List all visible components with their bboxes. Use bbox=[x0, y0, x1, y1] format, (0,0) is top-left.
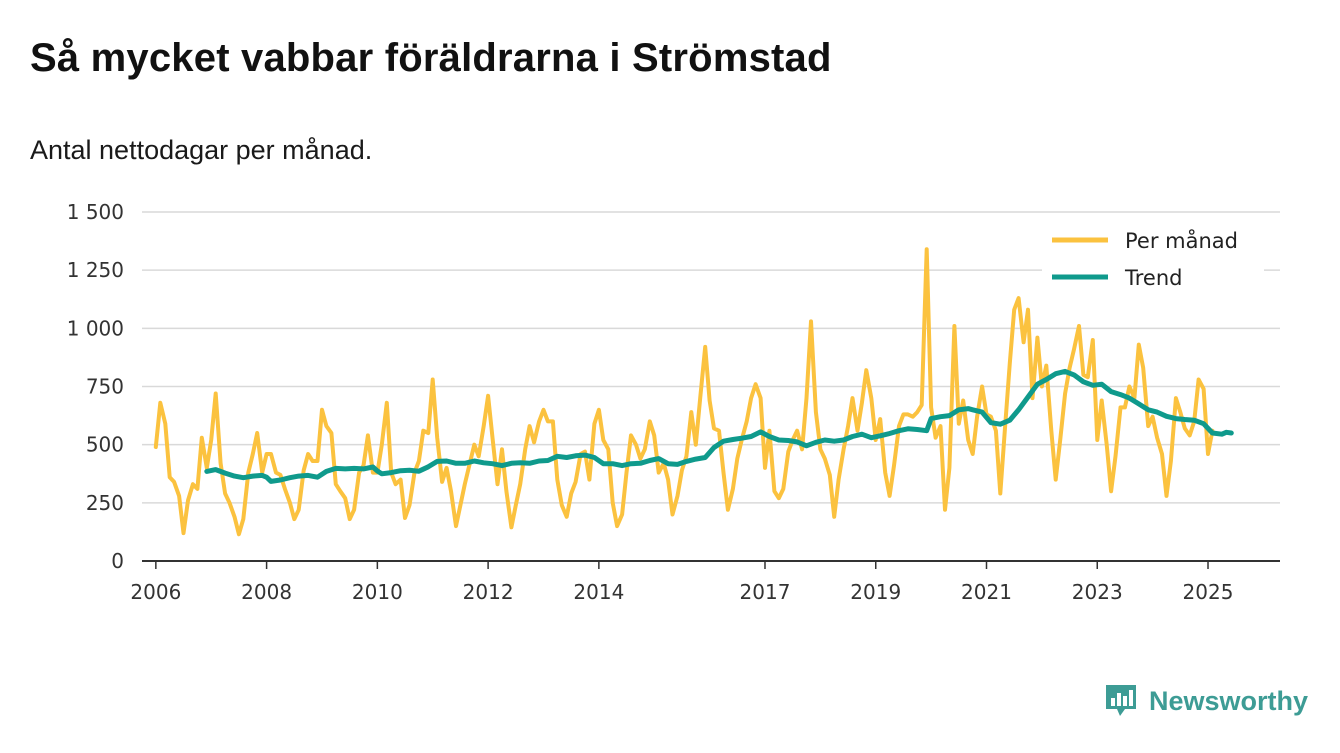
brand-name: Newsworthy bbox=[1149, 685, 1309, 716]
series-lines bbox=[153, 247, 1234, 537]
x-tick-label: 2019 bbox=[850, 580, 901, 604]
series-line-trend bbox=[204, 368, 1234, 484]
x-tick-label: 2021 bbox=[961, 580, 1012, 604]
legend-background bbox=[1042, 222, 1264, 302]
y-tick-label: 1 000 bbox=[67, 316, 124, 340]
legend-label-per-manad: Per månad bbox=[1125, 228, 1238, 253]
y-tick-label: 500 bbox=[86, 433, 124, 457]
y-tick-label: 1 250 bbox=[67, 258, 124, 282]
y-tick-label: 1 500 bbox=[67, 200, 124, 224]
x-tick-label: 2023 bbox=[1072, 580, 1123, 604]
legend: Per månad Trend bbox=[1042, 222, 1264, 302]
y-tick-label: 0 bbox=[111, 549, 124, 573]
x-tick-label: 2012 bbox=[463, 580, 514, 604]
x-tick-label: 2017 bbox=[740, 580, 791, 604]
x-tick-label: 2006 bbox=[130, 580, 181, 604]
x-tick-label: 2010 bbox=[352, 580, 403, 604]
y-axis-ticks: 0 250 500 750 1 000 1 250 1 500 bbox=[67, 200, 124, 573]
x-tick-label: 2014 bbox=[573, 580, 624, 604]
x-tick-label: 2008 bbox=[241, 580, 292, 604]
chart-title: Så mycket vabbar föräldrarna i Strömstad bbox=[30, 36, 832, 80]
legend-label-trend: Trend bbox=[1124, 266, 1182, 290]
x-tick-label: 2025 bbox=[1183, 580, 1234, 604]
y-tick-label: 250 bbox=[86, 491, 124, 515]
brand-logo: Newsworthy bbox=[1103, 682, 1308, 720]
newsworthy-logo-icon bbox=[1106, 685, 1136, 716]
chart-subtitle: Antal nettodagar per månad. bbox=[30, 135, 373, 165]
y-tick-label: 750 bbox=[86, 375, 124, 399]
x-axis-ticks: 2006 2008 2010 2012 2014 2017 2019 2021 2023 2025 bbox=[130, 561, 1233, 604]
